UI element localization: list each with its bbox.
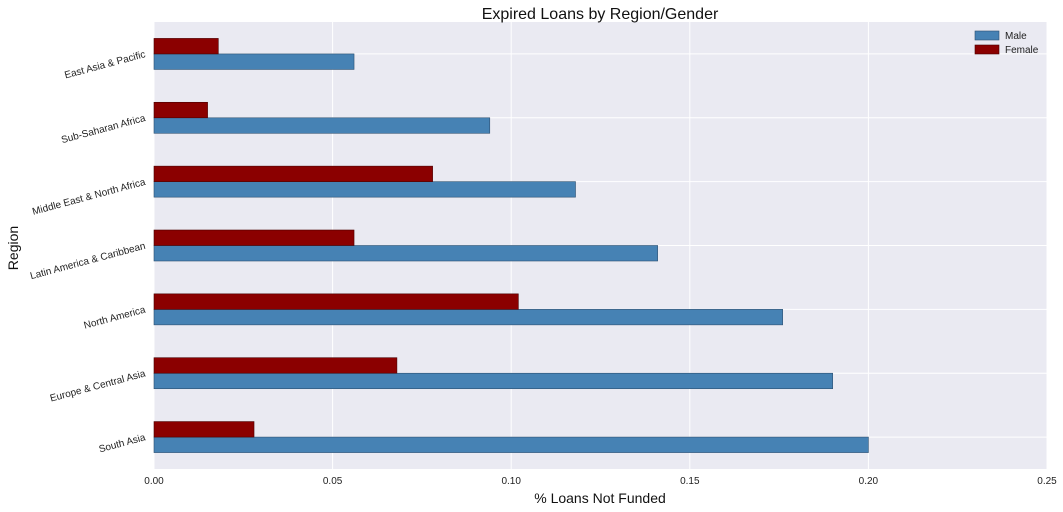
y-tick-label: Europe & Central Asia: [49, 368, 147, 404]
legend-label-female: Female: [1005, 45, 1039, 56]
legend-label-male: Male: [1005, 31, 1027, 42]
bar-female: [153, 38, 219, 55]
y-tick-labels: South Asia Europe & Central Asia North Ame…: [29, 49, 147, 455]
y-tick-label: Sub-Saharan Africa: [60, 113, 147, 146]
bars-group: [153, 38, 869, 453]
legend-swatch-male: [974, 30, 1000, 41]
y-tick-label: South Asia: [98, 432, 147, 455]
legend-swatch-female: [974, 44, 1000, 55]
chart-title: Expired Loans by Region/Gender: [482, 6, 719, 23]
bar-female: [153, 229, 355, 246]
y-tick-label: East Asia & Pacific: [63, 49, 146, 81]
bar-male: [153, 245, 658, 262]
x-tick-label: 0.25: [1037, 476, 1057, 487]
bar-female: [153, 165, 433, 182]
bar-female: [153, 101, 208, 119]
x-tick-label: 0.00: [144, 476, 164, 487]
bar-female: [153, 357, 398, 374]
y-tick-label: North America: [83, 305, 147, 332]
bar-male: [153, 53, 355, 70]
x-tick-label: 0.05: [323, 476, 343, 487]
y-axis-title: Region: [5, 226, 21, 270]
bar-female: [153, 293, 519, 310]
bar-male: [153, 181, 576, 198]
bar-male: [153, 117, 491, 134]
x-axis-title: % Loans Not Funded: [534, 490, 666, 506]
x-tick-label: 0.10: [501, 476, 521, 487]
bar-male: [153, 309, 783, 326]
bar-female: [153, 421, 255, 438]
y-tick-label: Middle East & North Africa: [31, 177, 147, 218]
x-tick-label: 0.15: [680, 476, 700, 487]
bar-male: [153, 436, 869, 453]
bar-male: [153, 372, 833, 390]
legend: Male Female: [974, 30, 1039, 56]
x-tick-labels: 0.00 0.05 0.10 0.15 0.20 0.25: [144, 476, 1057, 487]
y-tick-label: Latin America & Caribbean: [29, 241, 147, 282]
x-tick-label: 0.20: [859, 476, 879, 487]
